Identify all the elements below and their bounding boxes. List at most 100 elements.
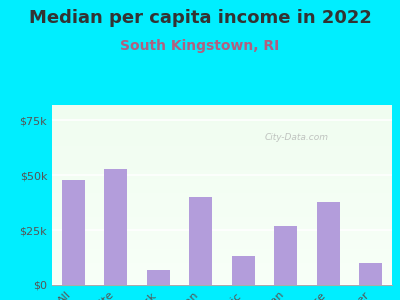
Bar	[52, 191, 392, 193]
Bar	[52, 249, 392, 251]
Bar	[52, 204, 392, 206]
Bar	[146, 270, 170, 285]
Text: City-Data.com: City-Data.com	[265, 133, 329, 142]
Bar	[52, 155, 392, 157]
Bar	[52, 236, 392, 238]
Bar	[52, 245, 392, 247]
Bar	[52, 118, 392, 119]
Bar	[52, 267, 392, 269]
Bar	[52, 105, 392, 107]
Bar	[316, 202, 340, 285]
Bar	[52, 134, 392, 136]
Bar	[52, 163, 392, 164]
Bar	[52, 271, 392, 272]
Bar	[52, 179, 392, 181]
Bar	[52, 127, 392, 128]
Bar	[52, 256, 392, 258]
Bar	[52, 281, 392, 283]
Bar	[52, 190, 392, 191]
Bar	[52, 211, 392, 213]
Bar	[52, 217, 392, 218]
Bar	[52, 240, 392, 242]
Bar	[52, 206, 392, 208]
Bar	[52, 278, 392, 280]
Bar	[52, 182, 392, 184]
Bar	[52, 272, 392, 274]
Bar	[52, 145, 392, 146]
Bar	[52, 170, 392, 172]
Bar	[52, 209, 392, 211]
Bar	[52, 226, 392, 227]
Bar	[52, 139, 392, 141]
Bar	[189, 197, 212, 285]
Bar	[52, 132, 392, 134]
Bar	[52, 220, 392, 222]
Bar	[52, 274, 392, 276]
Bar	[359, 263, 382, 285]
Bar	[52, 116, 392, 118]
Bar	[52, 148, 392, 150]
Bar	[52, 260, 392, 262]
Bar	[52, 152, 392, 154]
Bar	[52, 253, 392, 254]
Bar	[52, 164, 392, 166]
Text: Median per capita income in 2022: Median per capita income in 2022	[28, 9, 372, 27]
Bar	[52, 119, 392, 121]
Text: South Kingstown, RI: South Kingstown, RI	[120, 39, 280, 53]
Bar	[52, 159, 392, 161]
Bar	[52, 199, 392, 200]
Bar	[52, 128, 392, 130]
Bar	[104, 169, 128, 285]
Bar	[52, 146, 392, 148]
Bar	[52, 197, 392, 199]
Bar	[52, 166, 392, 168]
Bar	[52, 238, 392, 240]
Bar	[52, 184, 392, 186]
Bar	[52, 186, 392, 188]
Bar	[52, 280, 392, 281]
Bar	[52, 254, 392, 256]
Bar	[52, 114, 392, 116]
Bar	[52, 173, 392, 175]
Bar	[52, 136, 392, 137]
Bar	[232, 256, 255, 285]
Bar	[52, 202, 392, 204]
Bar	[52, 247, 392, 249]
Bar	[52, 188, 392, 190]
Bar	[52, 262, 392, 263]
Bar	[52, 242, 392, 244]
Bar	[52, 161, 392, 163]
Bar	[52, 107, 392, 109]
Bar	[52, 283, 392, 285]
Bar	[52, 244, 392, 245]
Bar	[52, 123, 392, 125]
Bar	[52, 150, 392, 152]
Bar	[52, 172, 392, 173]
Bar	[52, 227, 392, 229]
Bar	[52, 265, 392, 267]
Bar	[52, 177, 392, 179]
Bar	[52, 213, 392, 215]
Bar	[52, 258, 392, 260]
Bar	[52, 269, 392, 271]
Bar	[52, 175, 392, 177]
Bar	[52, 137, 392, 139]
Bar	[274, 226, 298, 285]
Bar	[52, 208, 392, 209]
Bar	[52, 200, 392, 202]
Bar	[52, 235, 392, 236]
Bar	[52, 229, 392, 231]
Bar	[52, 110, 392, 112]
Bar	[52, 141, 392, 143]
Bar	[52, 222, 392, 224]
Bar	[52, 154, 392, 155]
Bar	[52, 231, 392, 233]
Bar	[52, 121, 392, 123]
Bar	[52, 157, 392, 159]
Bar	[52, 251, 392, 253]
Bar	[52, 215, 392, 217]
Bar	[52, 263, 392, 265]
Bar	[52, 195, 392, 197]
Bar	[52, 125, 392, 127]
Bar	[62, 180, 85, 285]
